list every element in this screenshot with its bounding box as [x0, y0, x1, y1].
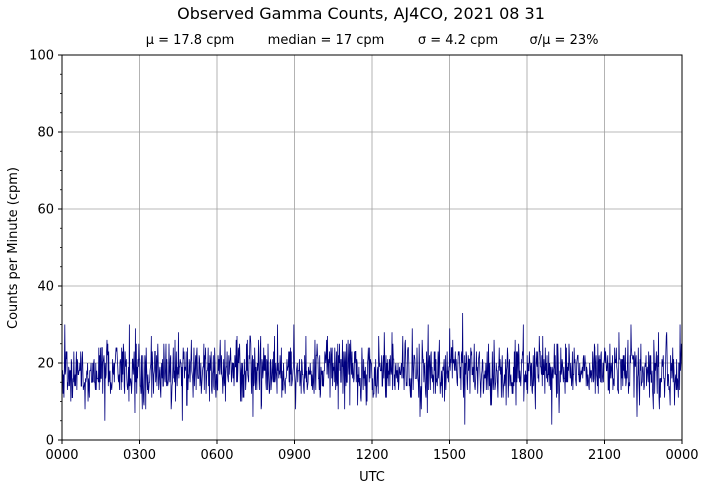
x-tick-label: 2100 [588, 448, 621, 463]
y-tick-label: 0 [46, 434, 54, 449]
y-tick-label: 20 [37, 357, 54, 372]
x-tick-label: 0300 [123, 448, 156, 463]
y-tick-label: 100 [29, 49, 54, 64]
x-tick-label: 0000 [665, 448, 698, 463]
x-tick-label: 1200 [355, 448, 388, 463]
x-tick-label: 1500 [433, 448, 466, 463]
subtitle-sigma: σ = 4.2 cpm [418, 33, 498, 48]
x-tick-label: 1800 [510, 448, 543, 463]
y-axis-label: Counts per Minute (cpm) [6, 167, 21, 329]
chart-subtitle: μ = 17.8 cpm median = 17 cpm σ = 4.2 cpm… [146, 33, 599, 48]
subtitle-mean: μ = 17.8 cpm [146, 33, 235, 48]
y-tick-label: 80 [37, 126, 54, 141]
x-tick-label: 0600 [200, 448, 233, 463]
x-tick-label: 0000 [45, 448, 78, 463]
series-counts [62, 312, 683, 425]
subtitle-ratio: σ/μ = 23% [530, 33, 599, 48]
y-tick-label: 60 [37, 203, 54, 218]
grid-lines [62, 55, 682, 440]
series-line-counts [62, 312, 683, 425]
y-tick-label: 40 [37, 280, 54, 295]
x-tick-label: 0900 [278, 448, 311, 463]
subtitle-median: median = 17 cpm [268, 33, 385, 48]
axis-ticks: 0000 0300 0600 0900 1200 1500 1800 2100 00000204… [29, 49, 698, 464]
chart-title: Observed Gamma Counts, AJ4CO, 2021 08 31 [177, 4, 545, 23]
x-axis-label: UTC [359, 470, 385, 485]
